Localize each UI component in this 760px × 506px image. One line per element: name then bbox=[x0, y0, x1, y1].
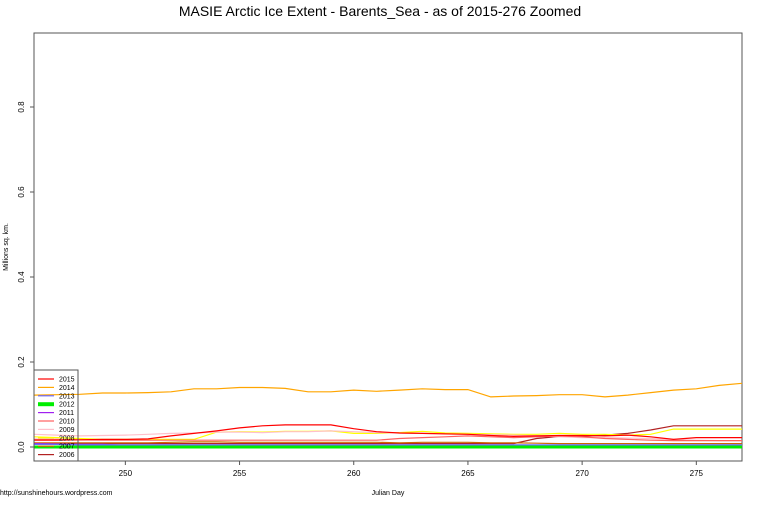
legend-label-2010: 2010 bbox=[59, 419, 75, 426]
x-tick-label: 275 bbox=[690, 469, 704, 478]
legend-label-2013: 2013 bbox=[59, 393, 75, 400]
y-tick-label: 0.6 bbox=[17, 186, 26, 198]
y-tick-label: 0.2 bbox=[17, 356, 26, 368]
y-axis-label: Millions sq. km. bbox=[3, 223, 10, 271]
axes-layer: 250 255 260 265 270 275 0.0 0.2 0.4 0.6 0.8 bbox=[17, 101, 704, 478]
series-line-2010 bbox=[34, 435, 742, 442]
series-layer bbox=[33, 382, 743, 449]
legend-label-2006: 2006 bbox=[59, 452, 75, 459]
legend-label-2012: 2012 bbox=[59, 402, 75, 409]
plot-frame bbox=[33, 32, 743, 462]
y-tick-label: 0.4 bbox=[17, 271, 26, 283]
x-tick-label: 250 bbox=[119, 469, 133, 478]
y-tick-label: 0.8 bbox=[17, 101, 26, 113]
legend-box bbox=[33, 369, 79, 462]
legend-label-2007: 2007 bbox=[59, 444, 75, 451]
legend-label-2011: 2011 bbox=[59, 410, 74, 417]
x-axis-label: Julian Day bbox=[372, 490, 405, 497]
y-tick-label: 0.0 bbox=[17, 441, 26, 453]
series-line-2007 bbox=[34, 441, 742, 445]
series-line-2006 bbox=[34, 425, 742, 445]
x-tick-label: 265 bbox=[461, 469, 475, 478]
legend-label-2014: 2014 bbox=[59, 385, 75, 392]
legend-label-2009: 2009 bbox=[59, 427, 75, 434]
x-tick-label: 255 bbox=[233, 469, 247, 478]
x-tick-label: 270 bbox=[575, 469, 589, 478]
x-tick-label: 260 bbox=[347, 469, 361, 478]
chart-title: MASIE Arctic Ice Extent - Barents_Sea - … bbox=[179, 3, 581, 19]
legend-label-2015: 2015 bbox=[59, 377, 75, 384]
credit-text: http://sunshinehours.wordpress.com bbox=[0, 490, 113, 497]
legend-label-2008: 2008 bbox=[59, 435, 75, 442]
series-line-2014 bbox=[33, 382, 743, 398]
series-line-2013 bbox=[34, 443, 742, 446]
series-line-2015 bbox=[34, 424, 742, 441]
